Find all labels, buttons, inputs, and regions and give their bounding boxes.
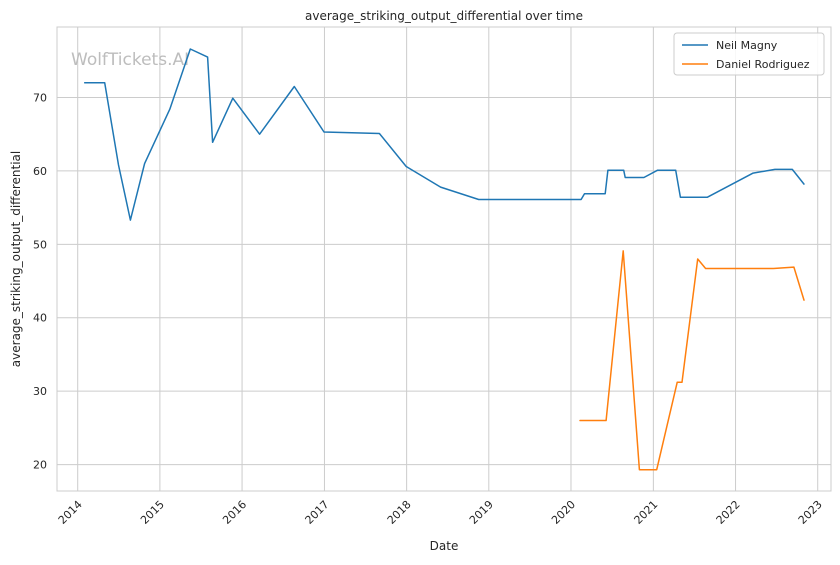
x-tick-label: 2019 (467, 498, 496, 527)
legend-box (673, 32, 825, 76)
x-tick-label: 2021 (632, 498, 661, 527)
x-tick-label: 2018 (385, 498, 414, 527)
series-line-neil-magny (83, 48, 805, 221)
watermark: WolfTickets.AI (71, 50, 189, 70)
chart-title: average_striking_output_differential ove… (305, 9, 583, 23)
series-layer (83, 48, 805, 471)
legend-label-daniel-rodriguez: Daniel Rodriguez (716, 58, 810, 71)
x-tick-label: 2014 (56, 498, 85, 527)
y-tick-labels: 20 30 40 50 60 70 (33, 91, 47, 471)
x-tick-label: 2015 (138, 498, 167, 527)
series-line-daniel-rodriguez (579, 250, 805, 471)
x-axis-label: Date (430, 539, 459, 553)
legend: Neil Magny Daniel Rodriguez (673, 32, 825, 76)
y-axis-label: average_striking_output_differential (9, 151, 23, 367)
legend-label-neil-magny: Neil Magny (716, 39, 778, 52)
y-tick-label: 30 (33, 385, 47, 398)
x-tick-label: 2017 (303, 498, 332, 527)
y-tick-label: 50 (33, 238, 47, 251)
grid-lines (57, 27, 831, 491)
y-tick-label: 20 (33, 459, 47, 472)
y-tick-label: 60 (33, 165, 47, 178)
plot-frame (56, 26, 832, 492)
plot-background (57, 27, 831, 491)
x-tick-labels: 2014 2015 2016 2017 2018 2019 2020 2021 2022 2023 (56, 498, 825, 527)
x-tick-label: 2022 (714, 498, 743, 527)
y-tick-label: 40 (33, 312, 47, 325)
x-tick-label: 2023 (796, 498, 825, 527)
x-tick-label: 2016 (220, 498, 249, 527)
x-tick-label: 2020 (549, 498, 578, 527)
y-tick-label: 70 (33, 91, 47, 104)
